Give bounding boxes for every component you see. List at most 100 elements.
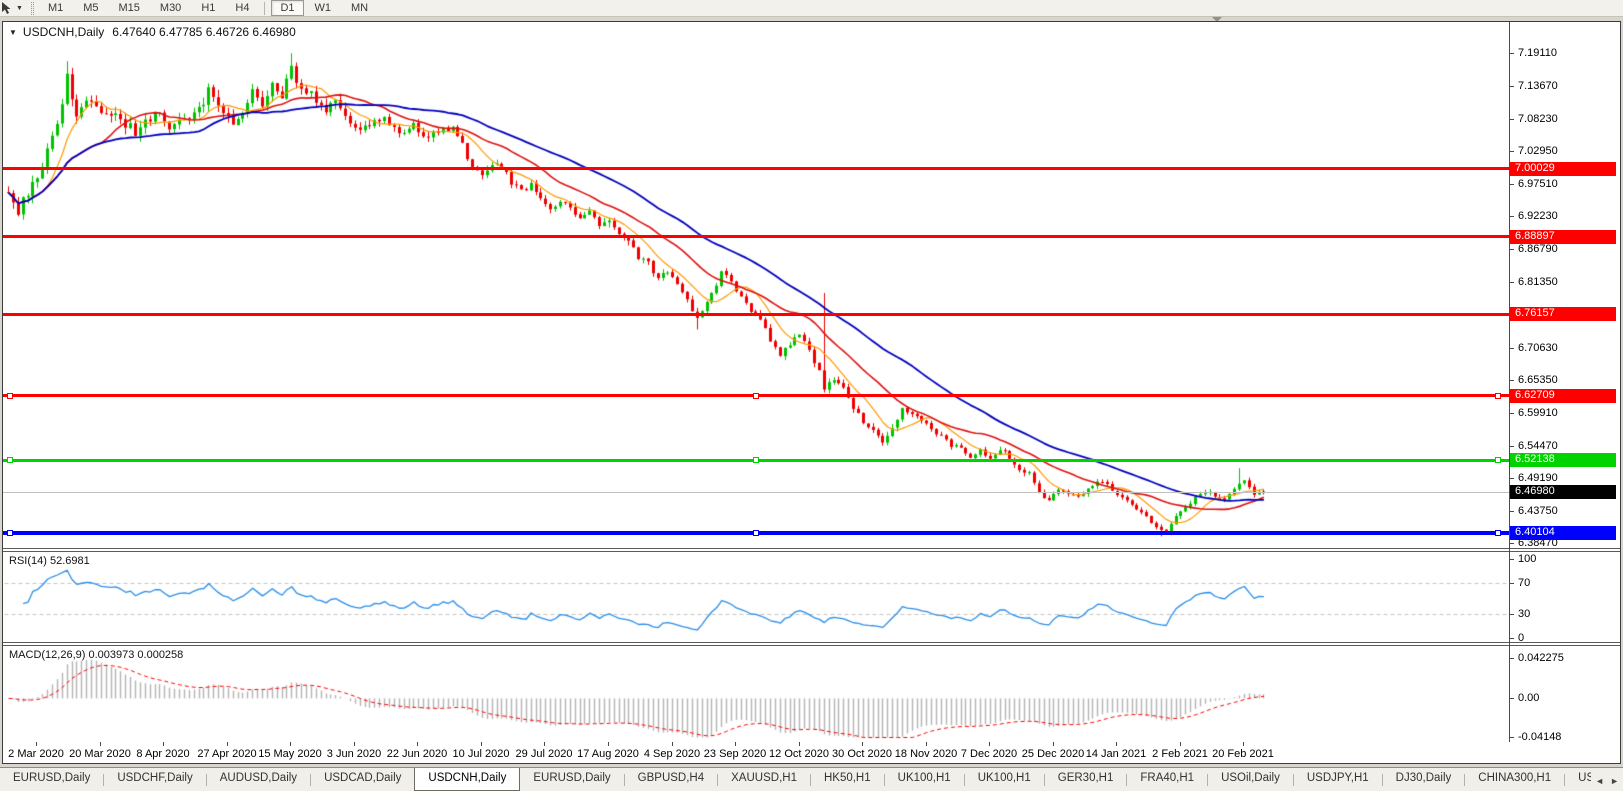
- macd-canvas[interactable]: [4, 646, 1509, 742]
- line-drag-handle[interactable]: [7, 457, 13, 463]
- pane-splitter[interactable]: [3, 548, 1620, 552]
- line-price-label: 6.62709: [1510, 389, 1616, 403]
- chart-tab-china300-h1[interactable]: CHINA300,H1: [1478, 772, 1552, 784]
- price-axis-tick: [1510, 53, 1514, 54]
- rsi-axis-label: 100: [1518, 553, 1537, 565]
- line-drag-handle[interactable]: [1495, 393, 1501, 399]
- line-drag-handle[interactable]: [753, 530, 759, 536]
- chart-tab-dj30-daily[interactable]: DJ30,Daily: [1395, 772, 1452, 784]
- price-axis-tick: [1510, 380, 1514, 381]
- date-axis-tick: [290, 742, 291, 746]
- chart-tab-fra40-h1[interactable]: FRA40,H1: [1140, 772, 1195, 784]
- timeframe-button-mn[interactable]: MN: [351, 2, 369, 14]
- date-axis-label: 22 Jun 2020: [386, 748, 448, 760]
- chart-tab-usdchf-daily[interactable]: USDCHF,Daily: [117, 772, 193, 784]
- tab-scroll-left-icon[interactable]: ◄: [1595, 775, 1605, 786]
- chart-tab-usdcnh-daily[interactable]: USDCNH,Daily: [414, 768, 521, 791]
- chart-tab-usoil-daily[interactable]: USOil,Daily: [1221, 772, 1280, 784]
- tab-scroll-arrows: ◄ ►: [1591, 769, 1623, 791]
- current-price-label: 6.46980: [1510, 485, 1616, 499]
- chart-shift-marker[interactable]: [1212, 17, 1222, 22]
- timeframe-button-m30[interactable]: M30: [159, 2, 182, 14]
- rsi-canvas[interactable]: [4, 552, 1509, 643]
- chart-tab-uk100-h1[interactable]: UK100,H1: [977, 772, 1031, 784]
- horizontal-line-6.88897[interactable]: [3, 235, 1509, 238]
- current-price-line: [3, 492, 1509, 493]
- timeframe-button-h4[interactable]: H4: [235, 2, 250, 14]
- ohlc-quotes-label: 6.47640 6.47785 6.46726 6.46980: [112, 25, 296, 39]
- line-drag-handle[interactable]: [1495, 457, 1501, 463]
- chart-tab-uk100-h1[interactable]: UK100,H1: [897, 772, 951, 784]
- price-axis-label: 7.19110: [1518, 47, 1557, 59]
- timeframe-button-m1[interactable]: M1: [47, 2, 64, 14]
- date-axis-label: 25 Dec 2020: [1021, 748, 1085, 760]
- price-axis-tick: [1510, 348, 1514, 349]
- date-axis-tick: [608, 742, 609, 746]
- chart-tab-gbpusd-h4[interactable]: GBPUSD,H4: [637, 772, 705, 784]
- chart-tab-usdcad-daily[interactable]: USDCAD,Daily: [324, 772, 402, 784]
- chart-tab-usdjpy-h1[interactable]: USDJPY,H1: [1306, 772, 1369, 784]
- chart-tab-bar: EURUSD,Daily USDCHF,Daily AUDUSD,Daily USDC…: [0, 767, 1623, 791]
- line-drag-handle[interactable]: [7, 530, 13, 536]
- line-drag-handle[interactable]: [7, 393, 13, 399]
- chart-title: ▼ USDCNH,Daily 6.47640 6.47785 6.46726 6…: [9, 25, 296, 39]
- chart-tab-eurusd-daily[interactable]: EURUSD,Daily: [533, 772, 611, 784]
- macd-axis-tick: [1510, 737, 1514, 738]
- chart-tab-xauusd-h1[interactable]: XAUUSD,H1: [731, 772, 797, 784]
- date-axis-tick: [544, 742, 545, 746]
- price-axis-label: 6.97510: [1518, 178, 1558, 190]
- price-chart-canvas[interactable]: [4, 22, 1509, 549]
- line-price-label: 6.76157: [1510, 307, 1616, 321]
- chevron-down-icon[interactable]: ▼: [16, 4, 23, 12]
- macd-axis-label: -0.04148: [1518, 731, 1562, 743]
- timeframe-buttons: M1 M5 M15 M30 H1 H4 D1 W1 MN: [38, 0, 378, 16]
- line-drag-handle[interactable]: [753, 457, 759, 463]
- macd-axis-label: 0.00: [1518, 692, 1540, 704]
- pane-splitter[interactable]: [3, 642, 1620, 646]
- date-axis-tick: [481, 742, 482, 746]
- macd-axis-tick: [1510, 698, 1514, 699]
- timeframe-button-m15[interactable]: M15: [118, 2, 140, 14]
- price-axis-label: 6.65350: [1518, 374, 1558, 386]
- date-axis-label: 7 Dec 2020: [960, 748, 1018, 760]
- rsi-axis-tick: [1510, 583, 1514, 584]
- horizontal-line-7.00029[interactable]: [3, 167, 1509, 170]
- price-axis-tick: [1510, 282, 1514, 283]
- date-axis-tick: [1243, 742, 1244, 746]
- price-axis-label: 6.43750: [1518, 505, 1558, 517]
- price-axis-label: 6.81350: [1518, 276, 1558, 288]
- rsi-axis-label: 30: [1518, 608, 1531, 620]
- chart-tab-eurusd-daily[interactable]: EURUSD,Daily: [13, 772, 91, 784]
- date-axis-label: 18 Nov 2020: [894, 748, 958, 760]
- date-axis-tick: [1053, 742, 1054, 746]
- date-axis-tick: [354, 742, 355, 746]
- rsi-axis-tick: [1510, 638, 1514, 639]
- toolbar-grip[interactable]: [30, 1, 34, 15]
- timeframe-button-h1[interactable]: H1: [201, 2, 216, 14]
- price-axis-tick: [1510, 511, 1514, 512]
- price-axis-tick: [1510, 446, 1514, 447]
- timeframe-button-w1[interactable]: W1: [314, 2, 332, 14]
- line-drag-handle[interactable]: [1495, 530, 1501, 536]
- timeframe-button-m5[interactable]: M5: [83, 2, 99, 14]
- chart-dropdown-icon[interactable]: ▼: [9, 27, 17, 37]
- date-axis-tick: [100, 742, 101, 746]
- chart-tab-audusd-daily[interactable]: AUDUSD,Daily: [219, 772, 298, 784]
- horizontal-line-6.76157[interactable]: [3, 313, 1509, 316]
- line-price-label: 6.40104: [1510, 526, 1616, 540]
- macd-axis-tick: [1510, 658, 1514, 659]
- toolbar: ▼ M1 M5 M15 M30 H1 H4 D1 W1 MN: [0, 0, 1623, 17]
- timeframe-button-d1[interactable]: D1: [271, 0, 304, 16]
- date-axis-tick: [799, 742, 800, 746]
- chart-tab-hk50-h1[interactable]: HK50,H1: [823, 772, 871, 784]
- date-axis-tick: [926, 742, 927, 746]
- chart-tab-ger30-h1[interactable]: GER30,H1: [1057, 772, 1114, 784]
- pointer-tool-button[interactable]: ▼: [0, 1, 25, 15]
- price-axis-label: 6.86790: [1518, 243, 1558, 255]
- tab-scroll-right-icon[interactable]: ►: [1610, 775, 1619, 786]
- price-axis-label: 6.92230: [1518, 210, 1558, 222]
- line-drag-handle[interactable]: [753, 393, 759, 399]
- price-axis-tick: [1510, 151, 1514, 152]
- line-price-label: 6.88897: [1510, 230, 1616, 244]
- price-axis-tick: [1510, 413, 1514, 414]
